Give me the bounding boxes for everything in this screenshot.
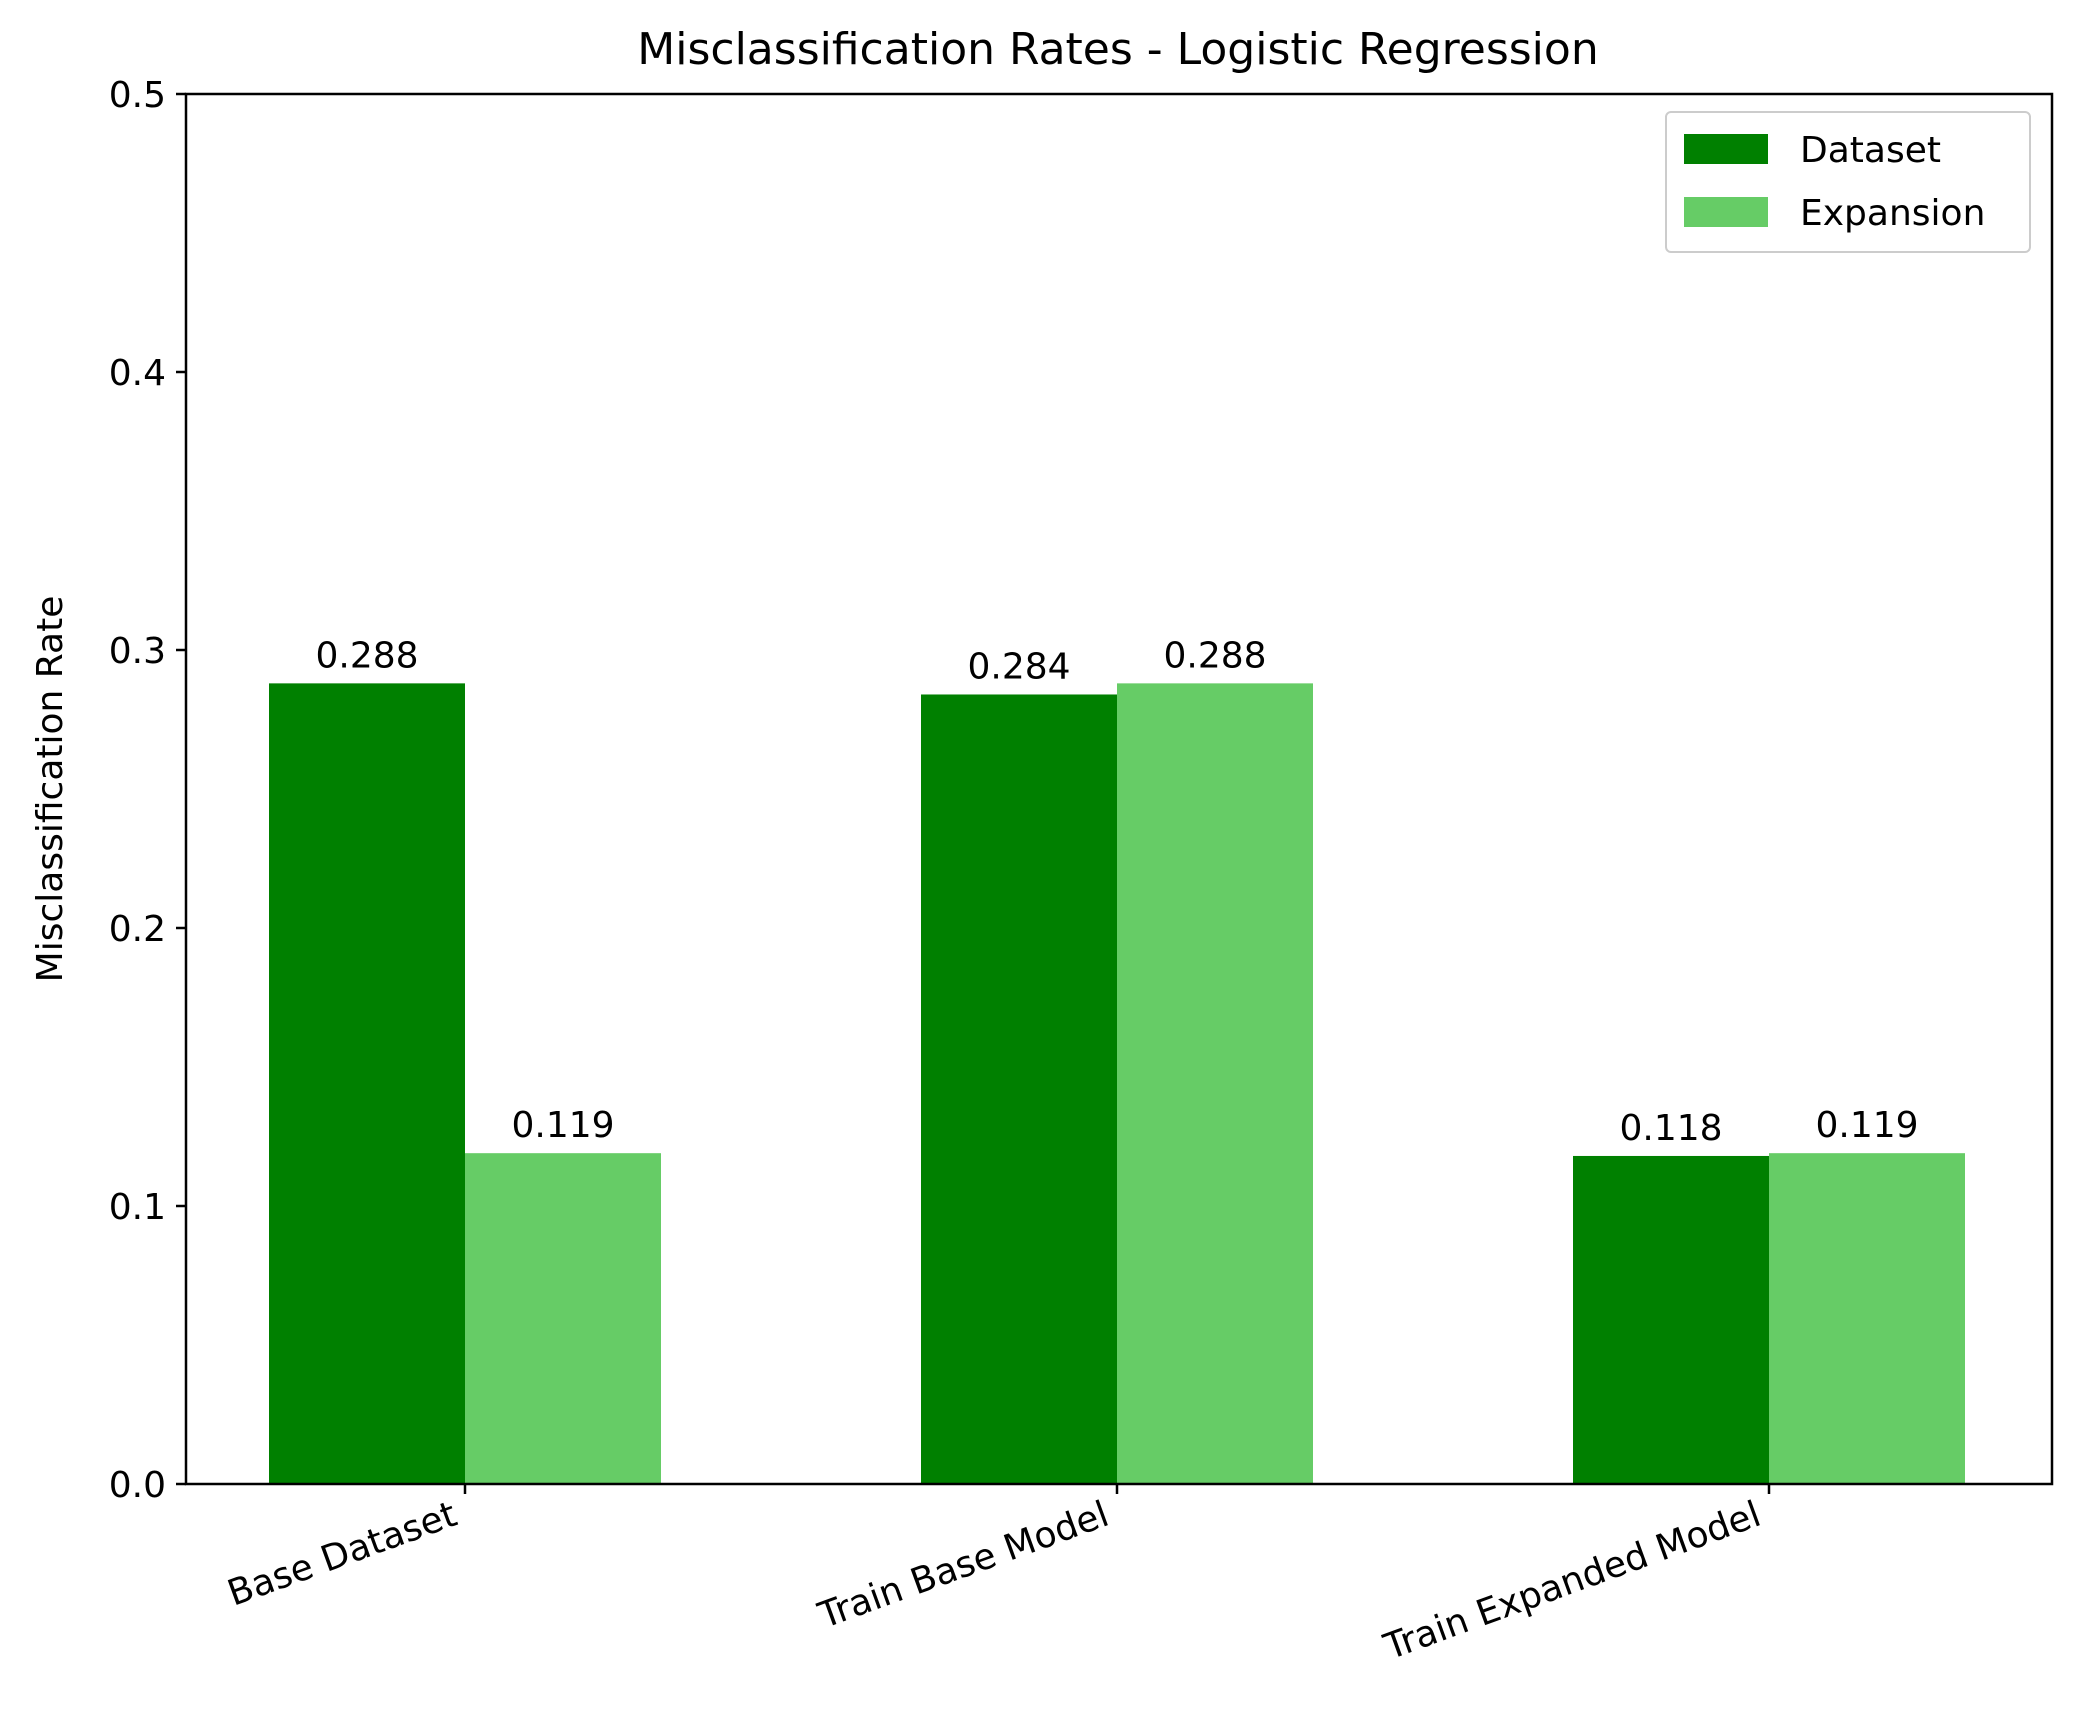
legend-swatch-dataset xyxy=(1684,134,1768,164)
y-tick-label: 0.1 xyxy=(109,1187,166,1228)
y-axis: 0.0 0.1 0.2 0.3 0.4 0.5 xyxy=(109,75,186,1506)
bar-expansion-train-base-model xyxy=(1117,683,1313,1484)
legend-swatch-expansion xyxy=(1684,197,1768,227)
value-label-expansion-train-base-model: 0.288 xyxy=(1163,635,1266,676)
legend-label-dataset: Dataset xyxy=(1800,130,1941,171)
y-tick-label: 0.3 xyxy=(109,631,166,672)
y-tick-label: 0.5 xyxy=(109,75,166,116)
legend: Dataset Expansion xyxy=(1665,111,2031,253)
y-axis-label: Misclassification Rate xyxy=(30,596,71,983)
y-tick-label: 0.0 xyxy=(109,1465,166,1506)
y-tick-label: 0.4 xyxy=(109,353,166,394)
bars-layer xyxy=(269,683,1965,1484)
value-label-expansion-base-dataset: 0.119 xyxy=(511,1105,614,1146)
value-label-dataset-train-expanded-model: 0.118 xyxy=(1619,1108,1722,1149)
bar-dataset-train-base-model xyxy=(921,694,1117,1484)
value-label-dataset-base-dataset: 0.288 xyxy=(315,635,418,676)
chart-title: Misclassification Rates - Logistic Regre… xyxy=(637,24,1598,75)
bar-dataset-train-expanded-model xyxy=(1573,1155,1769,1484)
value-label-expansion-train-expanded-model: 0.119 xyxy=(1815,1105,1918,1146)
legend-label-expansion: Expansion xyxy=(1800,193,1985,234)
y-tick-label: 0.2 xyxy=(109,909,166,950)
bar-expansion-base-dataset xyxy=(465,1153,661,1484)
plot-frame xyxy=(184,92,2054,1486)
bar-dataset-base-dataset xyxy=(269,683,465,1484)
value-labels-layer: 0.288 0.284 0.118 0.119 0.288 0.119 xyxy=(315,635,1918,1149)
value-label-dataset-train-base-model: 0.284 xyxy=(967,646,1070,687)
bar-expansion-train-expanded-model xyxy=(1769,1153,1965,1484)
